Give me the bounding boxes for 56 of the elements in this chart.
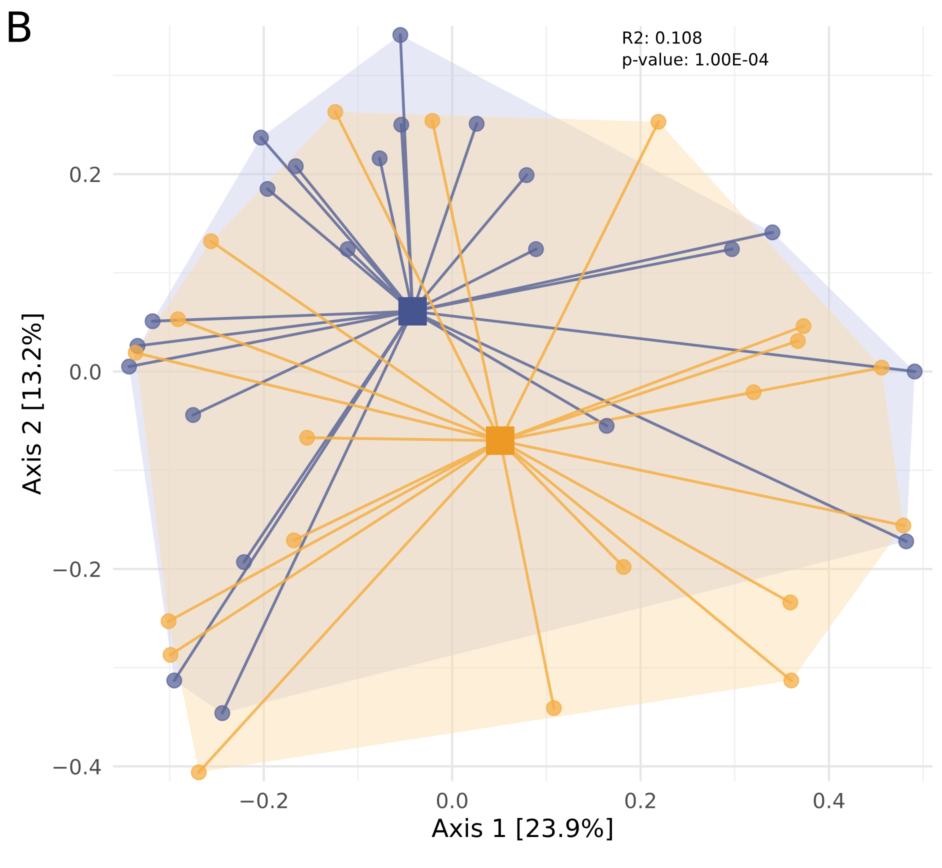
x-tick-label: 0.0: [436, 792, 468, 808]
point: [486, 426, 514, 455]
point: [393, 116, 410, 133]
x-tick-label: 0.2: [625, 792, 656, 808]
annotation: p-value: 1.00E-04: [623, 52, 768, 69]
y-tick-label: −0.2: [54, 561, 100, 578]
y-tick-label: 0.0: [70, 364, 101, 380]
point: [746, 384, 762, 400]
point: [340, 241, 356, 258]
point: [299, 430, 316, 446]
point: [372, 150, 388, 166]
point: [796, 318, 812, 334]
point: [185, 406, 202, 423]
point: [162, 646, 178, 663]
point: [874, 360, 890, 376]
y-tick-label: −0.4: [54, 758, 101, 775]
x-tick-label: 0.4: [814, 792, 844, 808]
point: [203, 233, 219, 250]
point: [528, 241, 544, 258]
point: [546, 700, 562, 716]
point: [468, 116, 485, 132]
point: [616, 559, 632, 575]
point: [128, 344, 144, 361]
point: [783, 672, 800, 688]
point: [121, 358, 138, 375]
point: [252, 130, 269, 146]
point: [286, 532, 302, 548]
point: [190, 764, 207, 780]
point: [398, 297, 427, 326]
point: [898, 533, 914, 550]
point: [144, 313, 161, 330]
point: [724, 241, 740, 258]
point: [895, 518, 912, 534]
point: [236, 554, 252, 570]
point: [424, 112, 440, 129]
point: [288, 158, 304, 174]
point: [518, 167, 535, 184]
annotation: R2: 0.108: [623, 31, 702, 44]
point: [906, 364, 923, 380]
point: [170, 311, 186, 328]
y-tick-label: 0.2: [70, 166, 100, 182]
x-axis-title: Axis 1 [23.9%]: [432, 818, 612, 840]
point: [598, 418, 615, 434]
point: [790, 332, 806, 349]
point: [160, 613, 177, 630]
point: [327, 104, 344, 120]
point: [782, 594, 798, 611]
text: B: [8, 12, 30, 42]
point: [392, 26, 408, 43]
x-tick-label: −0.2: [240, 792, 287, 808]
point: [650, 114, 666, 130]
y-axis-title: Axis 2 [13.2%]: [22, 314, 44, 495]
point: [214, 705, 230, 722]
point: [764, 224, 780, 240]
point: [166, 672, 182, 688]
point: [260, 180, 276, 197]
